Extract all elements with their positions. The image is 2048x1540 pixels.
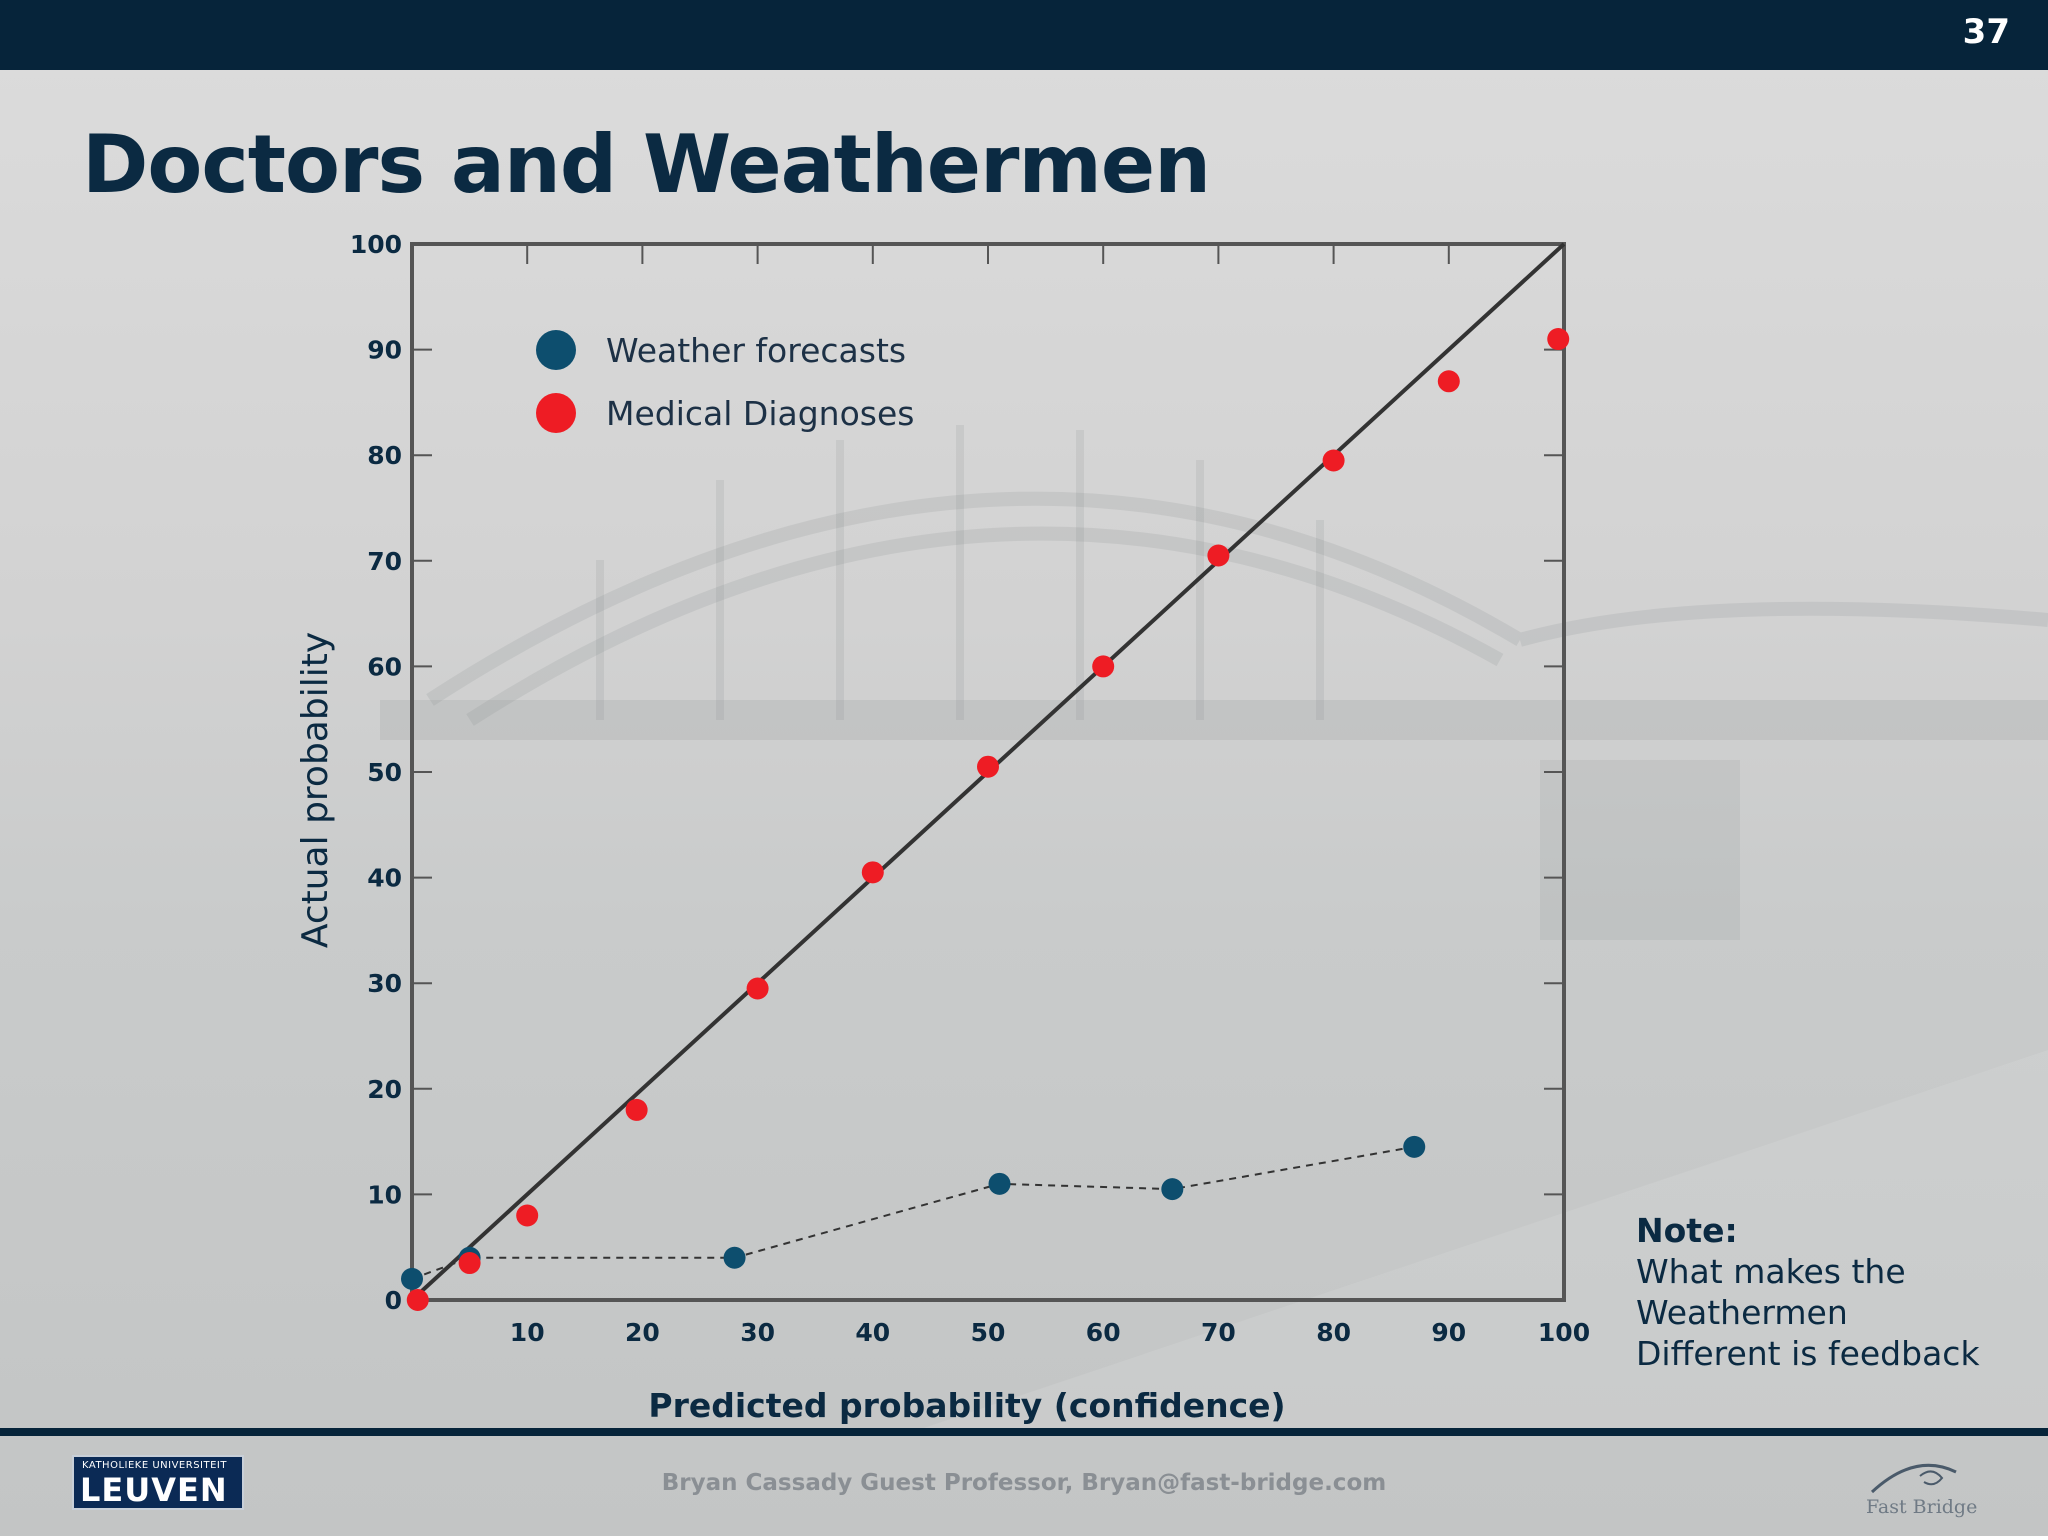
medical-data-point — [1207, 544, 1230, 567]
medical-data-point — [1322, 449, 1345, 472]
weather-data-point — [401, 1267, 423, 1290]
legend-label-weather: Weather forecasts — [606, 331, 906, 370]
x-tick-label: 20 — [625, 1318, 660, 1347]
y-tick-label: 80 — [367, 441, 402, 470]
x-axis-label: Predicted probability (confidence) — [648, 1386, 1285, 1425]
y-tick-label: 10 — [367, 1180, 402, 1209]
x-tick-label: 60 — [1086, 1318, 1121, 1347]
y-tick-label: 50 — [367, 758, 402, 787]
leuven-logo: KATHOLIEKE UNIVERSITEIT LEUVEN — [72, 1455, 244, 1510]
medical-data-point — [1437, 370, 1460, 393]
slide-title: Doctors and Weathermen — [82, 118, 1211, 211]
bottom-bar — [0, 1428, 2048, 1436]
legend-marker-weather — [536, 330, 576, 370]
x-ticks: 10 20 30 40 50 60 70 80 90 100 — [510, 244, 1590, 1347]
note-box: Note: What makes the Weathermen Differen… — [1636, 1210, 1980, 1374]
fast-bridge-logo-icon — [1870, 1463, 1957, 1494]
medical-data-point — [746, 977, 769, 1000]
note-line: Weathermen — [1636, 1293, 1848, 1332]
weather-data-point — [1161, 1178, 1184, 1201]
y-tick-label: 90 — [367, 336, 402, 365]
weather-data-point — [1403, 1135, 1426, 1158]
medical-points — [406, 328, 1570, 1311]
y-tick-label: 70 — [367, 547, 402, 576]
medical-data-point — [977, 755, 999, 778]
y-tick-label: 100 — [350, 230, 402, 259]
note-line: Different is feedback — [1636, 1334, 1980, 1373]
slide-number: 37 — [1962, 12, 2010, 52]
legend-label-medical: Medical Diagnoses — [606, 394, 914, 433]
y-tick-label: 40 — [367, 864, 402, 893]
note-line: What makes the — [1636, 1252, 1906, 1291]
y-tick-label: 30 — [367, 969, 402, 998]
x-tick-label: 80 — [1316, 1318, 1351, 1347]
weather-data-point — [988, 1172, 1011, 1195]
x-tick-label: 40 — [855, 1318, 890, 1347]
logo-leuven-text: LEUVEN — [80, 1471, 228, 1509]
x-tick-label: 10 — [510, 1318, 545, 1347]
x-tick-label: 90 — [1431, 1318, 1466, 1347]
footer-credit: Bryan Cassady Guest Professor, Bryan@fas… — [661, 1470, 1387, 1496]
x-tick-label: 30 — [740, 1318, 775, 1347]
medical-data-point — [458, 1252, 481, 1275]
weather-points — [401, 1135, 1426, 1290]
medical-data-point — [861, 861, 884, 884]
legend-marker-medical — [536, 393, 576, 433]
medical-data-point — [1092, 655, 1115, 678]
fast-bridge-logo-text: Fast Bridge — [1866, 1496, 1978, 1518]
x-tick-label: 50 — [971, 1318, 1006, 1347]
x-tick-label: 70 — [1201, 1318, 1236, 1347]
medical-data-point — [625, 1098, 648, 1121]
y-tick-label: 0 — [385, 1286, 402, 1315]
weather-data-point — [723, 1246, 746, 1269]
note-heading: Note: — [1636, 1211, 1738, 1250]
weather-dashed-line — [411, 1145, 1415, 1280]
logo-university-text: KATHOLIEKE UNIVERSITEIT — [82, 1460, 227, 1471]
x-tick-label: 100 — [1538, 1318, 1590, 1347]
medical-data-point — [1547, 328, 1570, 351]
y-tick-label: 60 — [367, 652, 402, 681]
y-tick-label: 20 — [367, 1075, 402, 1104]
top-bar: 37 — [0, 0, 2048, 70]
medical-data-point — [516, 1204, 539, 1227]
medical-data-point — [406, 1289, 429, 1311]
y-axis-label: Actual probability — [295, 632, 336, 948]
y-ticks: 0 10 20 30 40 50 60 70 80 90 100 — [350, 230, 1564, 1315]
